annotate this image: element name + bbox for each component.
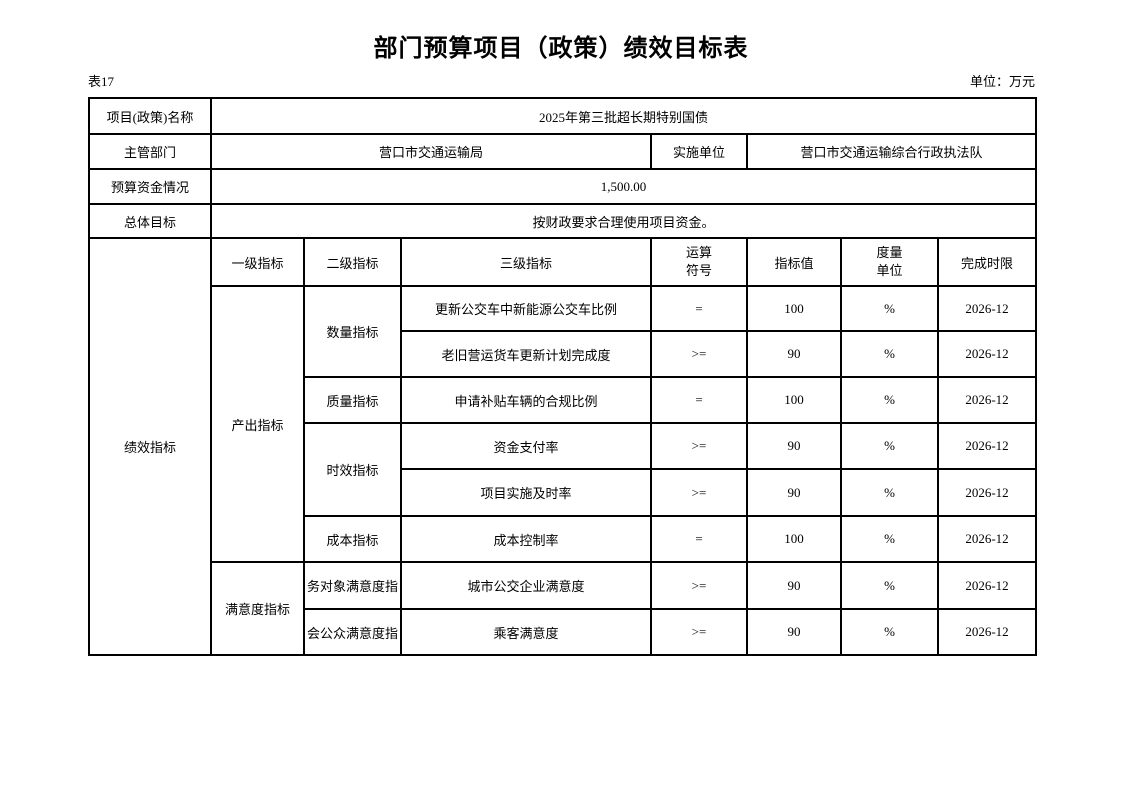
indicator-op: = xyxy=(650,376,748,424)
level1-output: 产出指标 xyxy=(210,285,305,563)
indicator-unit: % xyxy=(840,422,939,470)
dept-value: 营口市交通运输局 xyxy=(210,133,652,170)
level2-quantity: 数量指标 xyxy=(303,285,402,378)
indicator-name: 乘客满意度 xyxy=(400,608,652,656)
level2-public: 会公众满意度指 xyxy=(303,608,402,656)
row-project-name: 项目(政策)名称 2025年第三批超长期特别国债 xyxy=(88,97,1038,135)
indicator-unit: % xyxy=(840,330,939,378)
indicator-op: = xyxy=(650,285,748,332)
indicator-name: 城市公交企业满意度 xyxy=(400,561,652,610)
indicator-op: >= xyxy=(650,608,748,656)
impl-label: 实施单位 xyxy=(650,133,748,170)
section-label: 绩效指标 xyxy=(88,237,212,656)
table-row: 老旧营运货车更新计划完成度 >= 90 % 2026-12 xyxy=(89,330,1038,378)
table-row: 质量指标 申请补贴车辆的合规比例 = 100 % 2026-12 xyxy=(89,376,1038,424)
performance-target-table: 项目(政策)名称 2025年第三批超长期特别国债 主管部门 营口市交通运输局 实… xyxy=(88,97,1038,656)
indicator-unit: % xyxy=(840,376,939,424)
indicator-name: 资金支付率 xyxy=(400,422,652,470)
indicator-op: >= xyxy=(650,468,748,517)
indicator-name: 老旧营运货车更新计划完成度 xyxy=(400,330,652,378)
header-unit: 度量 单位 xyxy=(840,237,939,287)
indicator-op: >= xyxy=(650,561,748,610)
header-level1: 一级指标 xyxy=(210,237,305,287)
dept-label: 主管部门 xyxy=(88,133,212,170)
indicator-op: = xyxy=(650,515,748,563)
header-op: 运算 符号 xyxy=(650,237,748,287)
indicator-value: 100 xyxy=(746,515,842,563)
level2-cost: 成本指标 xyxy=(303,515,402,563)
indicator-name: 项目实施及时率 xyxy=(400,468,652,517)
goal-value: 按财政要求合理使用项目资金。 xyxy=(209,203,1038,239)
indicator-value: 90 xyxy=(746,608,842,656)
goal-label: 总体目标 xyxy=(88,203,212,239)
indicator-name: 成本控制率 xyxy=(400,515,652,563)
table-row: 时效指标 资金支付率 >= 90 % 2026-12 xyxy=(89,422,1038,517)
header-level3: 三级指标 xyxy=(400,237,652,287)
table-row: 满意度指标 务对象满意度指 城市公交企业满意度 >= 90 % 2026-12 xyxy=(89,561,1038,656)
header-deadline: 完成时限 xyxy=(936,237,1038,287)
indicator-unit: % xyxy=(840,561,939,610)
indicator-deadline: 2026-12 xyxy=(936,468,1038,517)
indicator-deadline: 2026-12 xyxy=(936,515,1038,563)
table-row: 会公众满意度指 乘客满意度 >= 90 % 2026-12 xyxy=(89,608,1038,656)
row-overall-goal: 总体目标 按财政要求合理使用项目资金。 xyxy=(88,203,1038,239)
unit-label: 单位：万元 xyxy=(969,74,1035,89)
row-indicator-header: 绩效指标 一级指标 二级指标 三级指标 运算 符号 指标值 度量 单位 完成时限 xyxy=(88,237,1038,656)
indicator-deadline: 2026-12 xyxy=(936,561,1038,610)
budget-value: 1,500.00 xyxy=(209,168,1038,205)
indicator-name: 申请补贴车辆的合规比例 xyxy=(400,376,652,424)
indicator-unit: % xyxy=(840,608,939,656)
impl-value: 营口市交通运输综合行政执法队 xyxy=(745,133,1038,170)
row-budget: 预算资金情况 1,500.00 xyxy=(88,168,1038,205)
header-level2: 二级指标 xyxy=(303,237,402,287)
header-value: 指标值 xyxy=(746,237,842,287)
table-row: 产出指标 数量指标 更新公交车中新能源公交车比例 = 100 % 2026-12 xyxy=(89,285,1038,563)
table-row: 项目实施及时率 >= 90 % 2026-12 xyxy=(89,468,1038,517)
table-row: 成本指标 成本控制率 = 100 % 2026-12 xyxy=(89,515,1038,563)
level1-satisfaction: 满意度指标 xyxy=(210,561,305,656)
indicator-name: 更新公交车中新能源公交车比例 xyxy=(400,285,652,332)
indicator-value: 90 xyxy=(746,468,842,517)
row-departments: 主管部门 营口市交通运输局 实施单位 营口市交通运输综合行政执法队 xyxy=(88,133,1038,170)
indicator-value: 90 xyxy=(746,561,842,610)
indicator-unit: % xyxy=(840,515,939,563)
indicator-value: 90 xyxy=(746,330,842,378)
project-name-value: 2025年第三批超长期特别国债 xyxy=(209,97,1038,135)
level2-timeliness: 时效指标 xyxy=(303,422,402,517)
indicator-unit: % xyxy=(840,468,939,517)
indicator-deadline: 2026-12 xyxy=(936,608,1038,656)
page-title: 部门预算项目（政策）绩效目标表 xyxy=(373,36,749,62)
indicator-op: >= xyxy=(650,422,748,470)
indicator-deadline: 2026-12 xyxy=(936,330,1038,378)
table-number: 表17 xyxy=(88,74,115,89)
indicator-value: 100 xyxy=(746,285,842,332)
indicator-op: >= xyxy=(650,330,748,378)
indicator-deadline: 2026-12 xyxy=(936,422,1038,470)
indicator-deadline: 2026-12 xyxy=(936,376,1038,424)
indicator-value: 100 xyxy=(746,376,842,424)
indicator-unit: % xyxy=(840,285,939,332)
budget-label: 预算资金情况 xyxy=(88,168,212,205)
project-name-label: 项目(政策)名称 xyxy=(88,97,212,135)
table-meta: 表17 单位：万元 xyxy=(88,71,1035,90)
indicator-deadline: 2026-12 xyxy=(936,285,1038,332)
level2-quality: 质量指标 xyxy=(303,376,402,424)
level2-service-target: 务对象满意度指 xyxy=(303,561,402,610)
indicator-value: 90 xyxy=(746,422,842,470)
